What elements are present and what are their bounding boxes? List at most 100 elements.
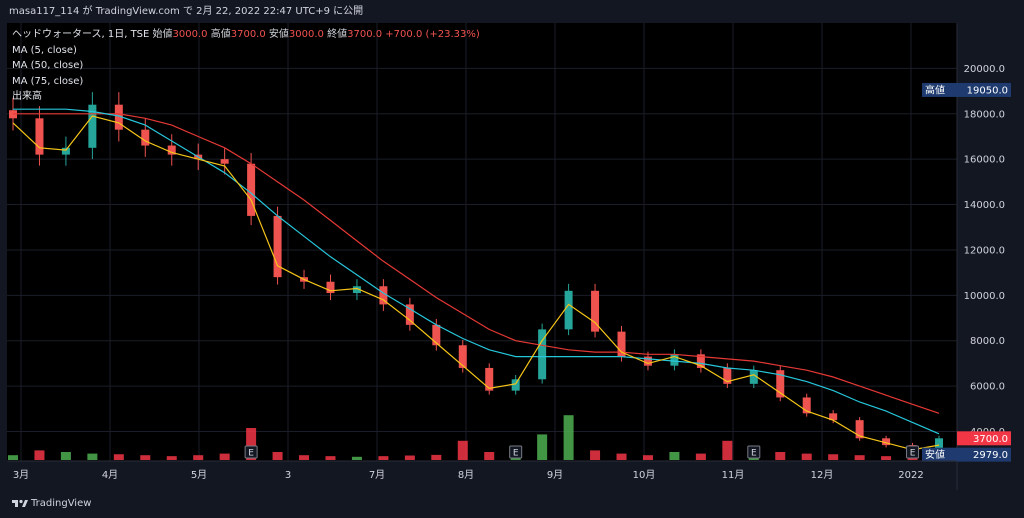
candle-body [855, 420, 864, 439]
tradingview-brand[interactable]: TradingView [12, 498, 91, 509]
price-tick-label: 18000.0 [964, 109, 1005, 120]
volume-bar [590, 450, 601, 460]
time-tick-label: 5月 [191, 469, 207, 481]
price-tick-label: 12000.0 [964, 245, 1005, 256]
legend-ma50[interactable]: MA (50, close) [12, 60, 84, 71]
volume-bar [537, 434, 548, 460]
candle-body [485, 367, 494, 391]
earnings-marker-label: E [910, 449, 916, 459]
low-price-badge-bg [922, 447, 1011, 462]
legend: ヘッドウォータース, 1日, TSE 始値3000.0 高値3700.0 安値3… [12, 27, 480, 105]
candle-body [564, 290, 573, 330]
volume-bar [854, 455, 865, 460]
candle-body [935, 438, 943, 455]
time-tick-label: 9月 [547, 469, 563, 481]
earnings-marker-label: E [513, 449, 519, 459]
tradingview-logo-icon [12, 499, 28, 507]
plot-area[interactable] [7, 23, 957, 461]
time-tick-label: 4月 [102, 469, 118, 481]
volume-bar [34, 450, 45, 460]
time-tick-label: 7月 [369, 469, 385, 481]
price-tick-label: 10000.0 [964, 291, 1005, 302]
high-value: 3700.0 [230, 29, 266, 40]
candle-body [670, 354, 679, 366]
volume-bar [669, 452, 680, 460]
candle-body [696, 354, 705, 368]
volume-bar [87, 453, 98, 460]
volume-bar [246, 428, 257, 460]
time-axis: 3月 4月 5月 3 7月 8月 9月 10月 11月 12月 2022 [7, 460, 957, 481]
last-price-badge: 3700.0 [957, 431, 1011, 446]
earnings-marker-label: E [248, 449, 254, 459]
volume-bar [484, 452, 495, 460]
volume-bars [8, 415, 944, 460]
candle-body [220, 159, 229, 164]
price-tick-label: 14000.0 [964, 200, 1005, 211]
ma50-line [13, 108, 940, 435]
open-value: 3000.0 [172, 29, 208, 40]
volume-bar [642, 455, 653, 460]
candles [9, 92, 943, 457]
volume-bar [775, 452, 786, 460]
high-price-badge-bg [922, 82, 1011, 97]
candle-body [776, 370, 785, 398]
ma5-line [12, 115, 940, 451]
price-tick-label: 16000.0 [964, 155, 1005, 166]
volume-bar [219, 453, 230, 460]
legend-ohlc-row: ヘッドウォータース, 1日, TSE 始値3000.0 高値3700.0 安値3… [12, 27, 480, 43]
publish-info: masa117_114 が TradingView.com で 2月 22, 2… [9, 6, 364, 17]
volume-bar [8, 455, 18, 460]
volume-bar [60, 452, 71, 460]
price-chart[interactable]: E E E E 20000.0 18000.0 16000.0 14000.0 12000.0 1… [0, 0, 1024, 490]
volume-bar [378, 456, 389, 460]
volume-bar [563, 415, 574, 460]
last-price-badge-bg [957, 431, 1011, 446]
price-tick-label: 6000.0 [970, 382, 1005, 393]
tradingview-label: TradingView [31, 498, 92, 509]
candle-body [326, 281, 335, 294]
time-tick-label: 3月 [13, 469, 29, 481]
time-tick-label: 8月 [458, 469, 474, 481]
candle-body [247, 163, 256, 216]
candle-body [749, 370, 758, 384]
earnings-marker-label: E [751, 449, 757, 459]
volume-bar [457, 440, 468, 460]
candle-body [35, 118, 44, 155]
change-value: +700.0 (+23.33%) [385, 29, 480, 40]
candle-body [591, 290, 600, 332]
volume-bar [299, 455, 310, 460]
candle-body [352, 286, 361, 294]
candle-body [511, 379, 520, 391]
volume-bar [431, 454, 442, 460]
low-label: 安値 [268, 29, 289, 40]
volume-bar [113, 454, 124, 460]
candle-body [723, 367, 732, 384]
open-label: 始値 [152, 29, 173, 40]
volume-bar [272, 452, 283, 460]
earnings-marker-box [244, 445, 258, 459]
candle-body [829, 413, 838, 421]
volume-bar [695, 453, 706, 460]
volume-bar [881, 456, 892, 460]
time-tick-label: 3 [285, 470, 291, 481]
candle-body [882, 438, 891, 446]
close-label: 終値 [327, 29, 348, 40]
publish-header: masa117_114 が TradingView.com で 2月 22, 2… [0, 0, 1024, 23]
time-tick-label: 10月 [633, 469, 656, 481]
price-tick-label: 8000.0 [970, 336, 1005, 347]
earnings-marker-box [747, 445, 761, 459]
legend-ma5[interactable]: MA (5, close) [12, 44, 77, 56]
volume-bar [351, 456, 362, 460]
candle-body [405, 304, 414, 325]
last-price-badge-value: 3700.0 [973, 434, 1008, 445]
time-tick-label: 11月 [722, 469, 745, 481]
close-value: 3700.0 [347, 29, 383, 40]
high-label: 高値 [210, 29, 231, 40]
volume-bar [722, 440, 733, 460]
legend-volume[interactable]: 出来高 [12, 91, 42, 102]
legend-ma75[interactable]: MA (75, close) [12, 75, 84, 87]
low-price-badge: 安値 2979.0 [922, 447, 1011, 462]
symbol-label[interactable]: ヘッドウォータース, 1日, TSE [12, 29, 150, 40]
